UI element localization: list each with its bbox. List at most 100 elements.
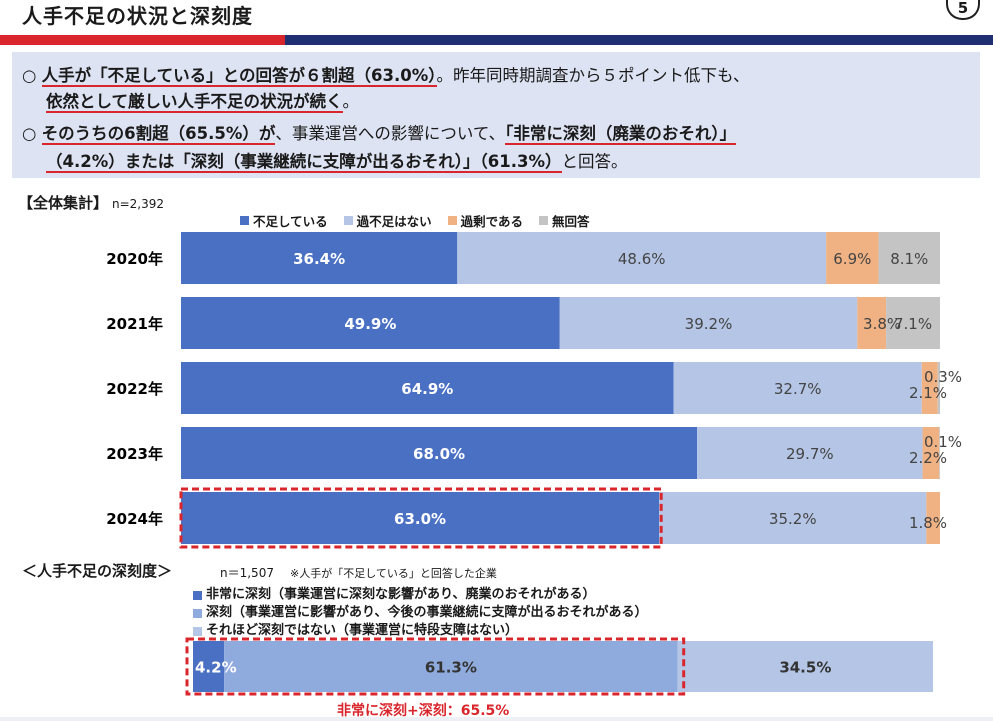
- data-label: 61.3%: [425, 659, 477, 677]
- data-label: 2.2%: [909, 449, 947, 467]
- summary-text: 、事業運営への影響について、: [275, 124, 506, 143]
- data-label: 29.7%: [786, 445, 834, 463]
- data-label: 63.0%: [394, 510, 446, 528]
- legend-swatch: [193, 626, 202, 636]
- bar-segment: [922, 427, 940, 479]
- data-label: 2.1%: [909, 384, 947, 402]
- data-label: 7.1%: [894, 315, 932, 333]
- summary-text: 。昨年同時期調査から５ポイント低下も、: [436, 66, 750, 85]
- bar-segment: [224, 641, 678, 692]
- bar-segment: [926, 492, 940, 544]
- data-label: 1.8%: [909, 514, 947, 532]
- overall-label: 【全体集計】 n=2,392: [18, 192, 164, 213]
- summary-text: 。: [342, 92, 360, 111]
- legend-item: 非常に深刻（事業運営に深刻な影響があり、廃業のおそれがある）: [193, 586, 647, 604]
- header-rule-navy: [285, 35, 993, 45]
- bar-segment: [181, 232, 458, 284]
- data-label: 0.3%: [924, 368, 962, 386]
- category-label: 2023年: [106, 445, 163, 463]
- bar-segment: [457, 232, 827, 284]
- legend-label: 非常に深刻（事業運営に深刻な影響があり、廃業のおそれがある）: [206, 587, 596, 602]
- legend-swatch: [343, 216, 353, 225]
- data-label: 36.4%: [293, 250, 345, 268]
- overall-title: 【全体集計】: [18, 194, 109, 212]
- bar-segment: [181, 362, 674, 414]
- summary-line-2: 依然として厳しい人手不足の状況が続く。: [46, 88, 360, 113]
- legend-label: 無回答: [552, 214, 590, 229]
- legend-swatch: [240, 216, 249, 225]
- legend-item: 過不足はない: [343, 211, 432, 230]
- category-label: 2022年: [106, 380, 163, 398]
- header-rule-red: [0, 35, 285, 45]
- legend-swatch: [447, 216, 457, 225]
- category-label: 2024年: [106, 510, 163, 528]
- bar-segment: [659, 492, 927, 544]
- bar-segment: [857, 297, 887, 349]
- severity-n: n＝1,507: [220, 566, 274, 580]
- data-label: 48.6%: [618, 250, 666, 268]
- overall-n: n=2,392: [112, 197, 165, 211]
- highlight-box: [185, 637, 686, 696]
- legend-swatch: [193, 608, 202, 618]
- legend-swatch: [539, 216, 549, 225]
- chart-legend: 不足している 過不足はない 過剰である 無回答: [240, 211, 590, 230]
- highlight-box: [179, 487, 663, 549]
- legend-item: 過剰である: [447, 211, 524, 230]
- severity-note: ※人手が「不足している」と回答した企業: [290, 567, 497, 580]
- bar-segment: [886, 297, 940, 349]
- legend-label: 過剰である: [460, 214, 524, 229]
- summary-line-3: ○ そのうちの6割超（65.5%）が、事業運営への影響について、「非常に深刻（廃…: [22, 120, 737, 145]
- legend-label: それほど深刻ではない（事業運営に特段支障はない）: [206, 623, 519, 638]
- severity-legend: 非常に深刻（事業運営に深刻な影響があり、廃業のおそれがある） 深刻（事業運営に影…: [193, 586, 647, 640]
- legend-swatch: [193, 590, 202, 600]
- data-label: 64.9%: [401, 380, 453, 398]
- data-label: 8.1%: [890, 250, 928, 268]
- bar-segment: [181, 492, 660, 544]
- bar-segment: [193, 641, 225, 692]
- bullet: ○: [22, 124, 37, 143]
- bullet: ○: [22, 66, 37, 85]
- footer-rule: [0, 717, 993, 721]
- data-label: 35.2%: [769, 510, 817, 528]
- summary-text: と回答。: [561, 152, 628, 171]
- category-label: 2021年: [106, 315, 163, 333]
- legend-label: 不足している: [253, 214, 328, 229]
- summary-line-4: （4.2%）または「深刻（事業継続に支障が出るおそれ）」（61.3%）と回答。: [46, 148, 628, 173]
- page-title: 人手不足の状況と深刻度: [22, 4, 253, 28]
- bar-segment: [697, 427, 923, 479]
- legend-label: 深刻（事業運営に影響があり、今後の事業継続に支障が出るおそれがある）: [206, 605, 648, 620]
- severity-title: ＜人手不足の深刻度＞: [22, 562, 173, 580]
- bar-segment: [559, 297, 858, 349]
- severity-sum-note: 非常に深刻+深刻：65.5%: [337, 703, 510, 719]
- summary-highlight: 人手が「不足している」との回答が６割超（63.0%）: [41, 66, 437, 87]
- data-label: 34.5%: [779, 659, 831, 677]
- category-label: 2020年: [106, 250, 163, 268]
- summary-highlight: 依然として厳しい人手不足の状況が続く: [46, 92, 343, 113]
- data-label: 49.9%: [344, 315, 396, 333]
- bar-segment: [181, 427, 698, 479]
- summary-line-1: ○ 人手が「不足している」との回答が６割超（63.0%）。昨年同時期調査から５ポ…: [22, 62, 750, 87]
- data-label: 6.9%: [833, 250, 871, 268]
- bar-segment: [677, 641, 933, 692]
- data-label: 4.2%: [195, 659, 237, 677]
- summary-box: ○ 人手が「不足している」との回答が６割超（63.0%）。昨年同時期調査から５ポ…: [12, 52, 980, 178]
- summary-highlight: 「非常に深刻（廃業のおそれ）」: [505, 124, 737, 145]
- bar-segment: [878, 232, 940, 284]
- legend-item: それほど深刻ではない（事業運営に特段支障はない）: [193, 622, 647, 640]
- bar-segment: [181, 297, 560, 349]
- bar-segment: [939, 427, 940, 479]
- summary-highlight: （4.2%）または「深刻（事業継続に支障が出るおそれ）」（61.3%）: [46, 152, 562, 173]
- legend-item: 無回答: [539, 211, 590, 230]
- data-label: 3.8%: [863, 315, 901, 333]
- bar-segment: [937, 362, 940, 414]
- data-label: 0.1%: [924, 433, 962, 451]
- legend-item: 不足している: [240, 211, 328, 230]
- data-label: 68.0%: [413, 445, 465, 463]
- bar-segment: [673, 362, 922, 414]
- data-label: 32.7%: [774, 380, 822, 398]
- bar-segment: [826, 232, 879, 284]
- data-label: 39.2%: [685, 315, 733, 333]
- bar-segment: [921, 362, 938, 414]
- summary-highlight: そのうちの6割超（65.5%）が: [41, 124, 276, 145]
